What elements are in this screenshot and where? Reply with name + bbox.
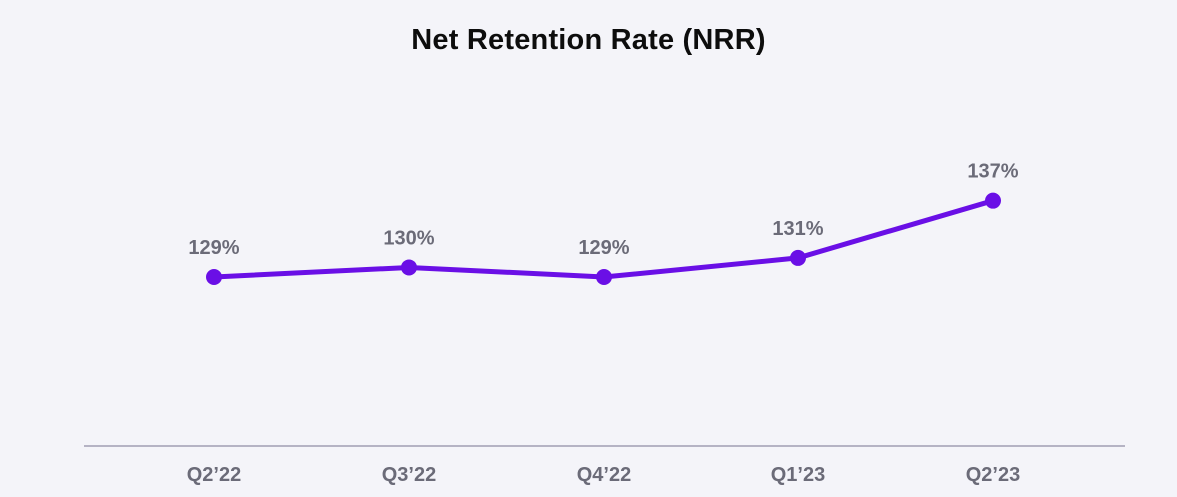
- data-point: [596, 269, 612, 285]
- data-label: 129%: [578, 237, 629, 259]
- data-point: [790, 249, 806, 266]
- x-tick-label: Q1’23: [771, 464, 825, 486]
- x-tick-label: Q2’23: [966, 464, 1020, 486]
- x-tick-label: Q3’22: [382, 464, 436, 486]
- data-point: [401, 259, 417, 276]
- data-point: [206, 269, 222, 285]
- data-label: 129%: [188, 237, 239, 259]
- data-label: 131%: [772, 218, 823, 240]
- data-label: 137%: [967, 161, 1018, 183]
- data-point: [985, 192, 1001, 209]
- x-tick-label: Q4’22: [577, 464, 631, 486]
- x-tick-label: Q2’22: [187, 464, 241, 486]
- data-label: 130%: [383, 227, 434, 249]
- chart-title: Net Retention Rate (NRR): [411, 24, 766, 56]
